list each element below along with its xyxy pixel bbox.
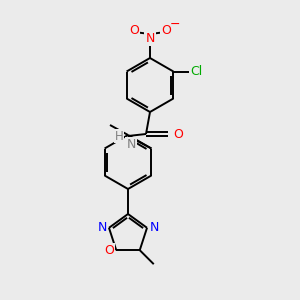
Text: Cl: Cl (190, 65, 202, 78)
Text: O: O (104, 244, 114, 257)
Text: N: N (126, 137, 136, 151)
Text: O: O (129, 23, 139, 37)
Text: N: N (149, 221, 159, 234)
Text: O: O (161, 23, 171, 37)
Text: H: H (115, 130, 123, 142)
Text: O: O (173, 128, 183, 140)
Text: N: N (97, 221, 107, 234)
Text: N: N (145, 32, 155, 44)
Text: −: − (170, 17, 180, 31)
